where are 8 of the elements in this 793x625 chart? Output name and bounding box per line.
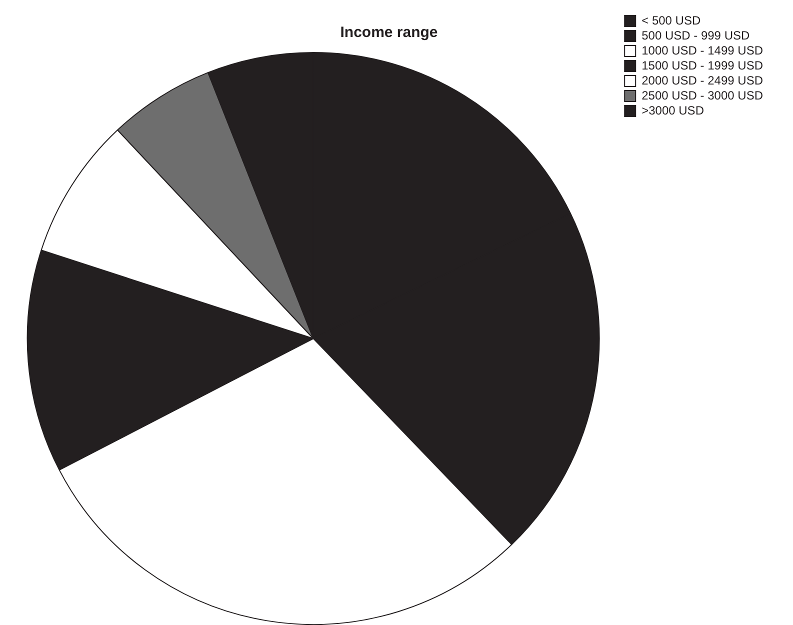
legend-label: 2000 USD - 2499 USD bbox=[642, 73, 764, 88]
legend-label: < 500 USD bbox=[642, 13, 701, 28]
legend-label: 1500 USD - 1999 USD bbox=[642, 58, 764, 72]
text: Income range bbox=[340, 24, 438, 42]
legend-label: 1000 USD - 1499 USD bbox=[642, 43, 764, 58]
legend-label: 500 USD - 999 USD bbox=[642, 28, 750, 42]
legend-label: >3000 USD bbox=[642, 103, 704, 118]
legend-label: 2500 USD - 3000 USD bbox=[642, 88, 764, 102]
